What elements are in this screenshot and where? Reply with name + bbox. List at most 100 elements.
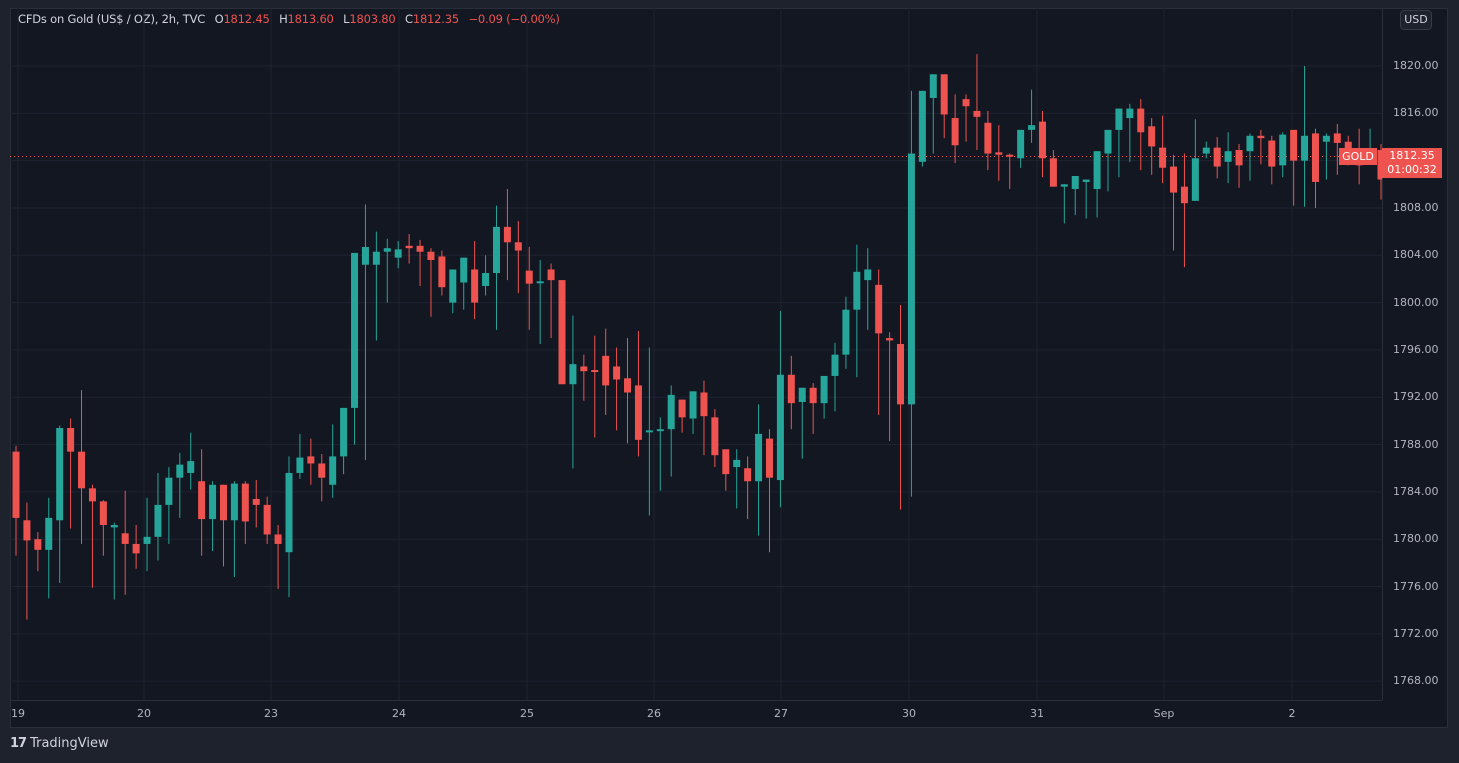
candle bbox=[416, 239, 424, 287]
candle bbox=[340, 407, 348, 475]
symbol-price-tag: GOLD bbox=[1339, 148, 1377, 165]
candle bbox=[372, 231, 380, 341]
candle bbox=[656, 417, 664, 491]
time-tick-label: 23 bbox=[264, 707, 278, 720]
candle bbox=[503, 189, 511, 281]
price-tick-label: 1808.00 bbox=[1393, 200, 1439, 214]
candle bbox=[252, 480, 260, 528]
time-tick-label: 26 bbox=[647, 707, 661, 720]
candle bbox=[209, 481, 217, 552]
candle bbox=[492, 205, 500, 330]
price-axis[interactable]: 1768.00 1772.00 1776.00 1780.00 1784.00 1788.… bbox=[1382, 8, 1449, 700]
candle bbox=[1257, 129, 1265, 165]
candle bbox=[154, 472, 162, 561]
candle bbox=[591, 335, 599, 438]
candle bbox=[536, 260, 544, 345]
candle bbox=[121, 490, 129, 595]
candle bbox=[471, 241, 479, 320]
candle bbox=[1191, 119, 1199, 201]
candle bbox=[1279, 132, 1287, 178]
candle bbox=[1322, 133, 1330, 180]
candle bbox=[547, 263, 555, 339]
time-tick-label: 20 bbox=[137, 707, 151, 720]
candle bbox=[296, 433, 304, 479]
price-tick-label: 1780.00 bbox=[1393, 532, 1439, 546]
price-tick-label: 1776.00 bbox=[1393, 579, 1439, 593]
candle bbox=[1224, 132, 1232, 184]
time-tick-label: 24 bbox=[392, 707, 406, 720]
candle bbox=[1377, 144, 1382, 200]
candle bbox=[678, 399, 686, 433]
open-value: 1812.45 bbox=[223, 12, 270, 26]
chart-frame bbox=[10, 8, 1448, 728]
candle bbox=[187, 432, 195, 490]
candle bbox=[361, 204, 369, 460]
brand-name: TradingView bbox=[30, 736, 109, 751]
price-tick-label: 1768.00 bbox=[1393, 674, 1439, 688]
high-value: 1813.60 bbox=[287, 12, 334, 26]
time-tick-label: 27 bbox=[774, 707, 788, 720]
candle bbox=[88, 484, 96, 588]
candle bbox=[405, 233, 413, 264]
candle bbox=[842, 296, 850, 369]
candlestick-plot[interactable] bbox=[10, 8, 1382, 700]
candle bbox=[1017, 129, 1025, 168]
time-axis[interactable]: 19 20 23 24 25 26 27 30 31 Sep 2 bbox=[10, 700, 1382, 728]
bar-countdown: 01:00:32 bbox=[1387, 163, 1437, 176]
price-tick-label: 1784.00 bbox=[1393, 484, 1439, 498]
candle bbox=[230, 481, 238, 578]
candle bbox=[219, 484, 227, 567]
candle bbox=[820, 375, 828, 419]
candle bbox=[1028, 89, 1036, 143]
candle bbox=[394, 241, 402, 269]
candle bbox=[634, 330, 642, 457]
candle bbox=[23, 502, 31, 620]
candle bbox=[438, 250, 446, 296]
candle bbox=[613, 347, 621, 431]
candle bbox=[624, 338, 632, 444]
candle bbox=[853, 244, 861, 378]
time-tick-label: 2 bbox=[1288, 707, 1296, 720]
candle bbox=[569, 315, 577, 469]
candle bbox=[241, 481, 249, 544]
candle bbox=[1246, 133, 1254, 181]
candle bbox=[1235, 144, 1243, 188]
candle bbox=[1333, 123, 1341, 175]
price-tick-label: 1788.00 bbox=[1393, 437, 1439, 451]
candle bbox=[318, 454, 326, 502]
candle bbox=[482, 255, 490, 296]
candle bbox=[525, 246, 533, 330]
candle bbox=[1301, 66, 1309, 207]
candle bbox=[1202, 141, 1210, 159]
candle bbox=[143, 497, 151, 572]
symbol-description: CFDs on Gold (US$ / OZ), 2h, TVC bbox=[18, 12, 206, 26]
candle bbox=[645, 347, 653, 516]
candle bbox=[176, 452, 184, 518]
currency-button[interactable]: USD bbox=[1400, 10, 1432, 30]
price-tick-label: 1796.00 bbox=[1393, 342, 1439, 356]
candle bbox=[809, 383, 817, 434]
candle bbox=[449, 269, 457, 314]
candle bbox=[56, 425, 64, 583]
time-tick-label: Sep bbox=[1153, 707, 1175, 720]
candle bbox=[45, 497, 53, 599]
candle bbox=[198, 449, 206, 556]
candle bbox=[580, 354, 588, 401]
candle bbox=[1137, 99, 1145, 171]
candle bbox=[78, 390, 86, 544]
candle bbox=[383, 238, 391, 303]
candle bbox=[962, 94, 970, 142]
ohlc-legend: CFDs on Gold (US$ / OZ), 2h, TVC O1812.4… bbox=[18, 12, 560, 26]
candle bbox=[667, 385, 675, 477]
candle bbox=[351, 252, 359, 445]
candle bbox=[864, 248, 872, 330]
candle bbox=[907, 90, 915, 497]
candle bbox=[34, 532, 42, 572]
time-tick-label: 19 bbox=[11, 707, 25, 720]
candle bbox=[1268, 135, 1276, 185]
change-value: −0.09 (−0.00%) bbox=[468, 12, 560, 26]
tradingview-logo-icon: 17 bbox=[10, 736, 27, 751]
candle bbox=[1038, 110, 1046, 178]
candle bbox=[1170, 154, 1178, 251]
footer-brand[interactable]: 17 TradingView bbox=[10, 736, 109, 751]
